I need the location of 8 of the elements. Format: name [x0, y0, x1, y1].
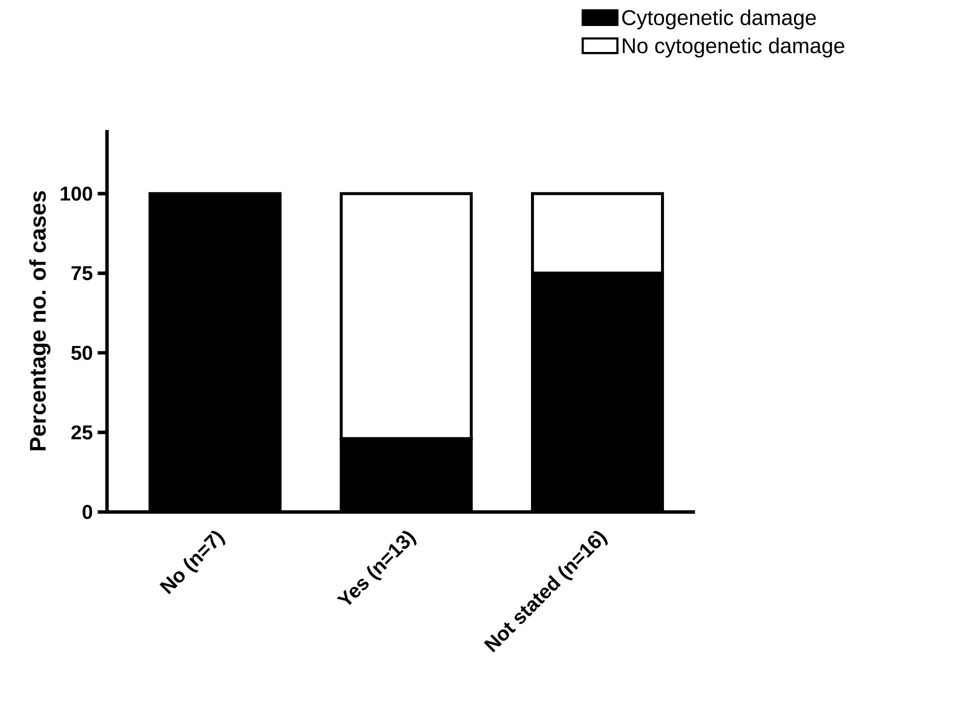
- y-tick-label: 50: [71, 346, 92, 360]
- legend-label: Cytogenetic damage: [622, 10, 816, 30]
- y-axis-title: Percentage no. of cases: [29, 191, 50, 450]
- y-tick-label: 25: [71, 425, 92, 440]
- legend-label: No cytogenetic damage: [622, 38, 844, 58]
- y-tick-label: 100: [60, 186, 92, 201]
- y-tick-label: 0: [82, 504, 92, 520]
- y-tick-label: 75: [72, 266, 92, 280]
